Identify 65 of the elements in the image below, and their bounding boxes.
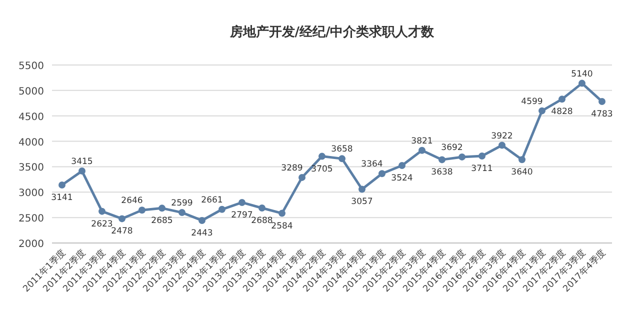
point — [558, 96, 566, 103]
point — [278, 210, 286, 217]
data-label: 2688 — [251, 216, 273, 226]
y-tick-label: 2500 — [18, 214, 44, 225]
point — [158, 204, 166, 212]
point — [118, 215, 126, 222]
data-label: 3289 — [281, 163, 303, 174]
point — [78, 168, 86, 175]
data-label: 3141 — [51, 192, 73, 203]
point — [418, 146, 426, 154]
point — [478, 152, 486, 160]
data-label: 3711 — [471, 164, 493, 174]
point — [98, 208, 106, 215]
point — [238, 198, 246, 206]
point — [358, 186, 366, 193]
y-tick-label: 3000 — [18, 188, 44, 200]
point — [58, 181, 66, 188]
point — [578, 80, 586, 87]
data-label: 3821 — [411, 136, 433, 146]
data-label: 3922 — [491, 131, 513, 142]
point — [538, 107, 546, 114]
data-label: 2797 — [231, 210, 253, 220]
data-label: 2443 — [191, 228, 213, 238]
y-tick-label: 5000 — [18, 86, 44, 98]
point — [518, 156, 526, 164]
point — [458, 153, 466, 160]
y-tick-label: 5500 — [18, 61, 44, 72]
data-label: 3364 — [361, 160, 383, 170]
chart-title: 房地产开发/经纪/中介类求职人才数 — [228, 24, 436, 40]
data-label: 2584 — [271, 221, 293, 232]
point — [198, 216, 206, 224]
y-tick-label: 4500 — [18, 112, 44, 123]
data-label: 2623 — [91, 219, 113, 230]
point — [138, 206, 146, 214]
data-label: 3640 — [511, 168, 533, 178]
data-label: 2685 — [151, 216, 173, 226]
point — [498, 142, 506, 149]
point — [178, 209, 186, 216]
point — [598, 98, 606, 105]
data-label: 5140 — [571, 69, 593, 80]
y-tick-label: 2000 — [18, 239, 44, 250]
data-label: 4599 — [521, 96, 543, 107]
point — [258, 204, 266, 212]
data-label: 2646 — [121, 196, 143, 206]
point — [318, 152, 326, 160]
data-label: 3692 — [441, 142, 463, 153]
point — [398, 162, 406, 169]
data-label: 4783 — [591, 109, 613, 120]
data-label: 2661 — [201, 195, 223, 206]
data-label: 4828 — [551, 107, 573, 118]
point — [218, 206, 226, 213]
point — [378, 170, 386, 178]
data-label: 2599 — [171, 198, 193, 209]
data-label: 3057 — [351, 197, 373, 208]
point — [338, 155, 346, 162]
y-tick-label: 4000 — [18, 137, 44, 148]
data-label: 3705 — [311, 164, 333, 174]
point — [438, 156, 446, 164]
data-label: 3524 — [391, 173, 413, 184]
data-label: 2478 — [111, 226, 133, 237]
data-label: 3415 — [71, 157, 93, 168]
point — [298, 174, 306, 181]
data-label: 3638 — [431, 168, 453, 178]
data-label: 3658 — [331, 144, 353, 155]
y-tick-label: 3500 — [18, 162, 44, 174]
